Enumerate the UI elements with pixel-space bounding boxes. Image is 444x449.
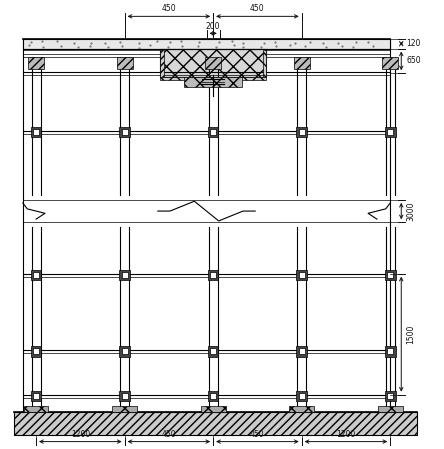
Bar [210,273,216,278]
Bar [385,346,396,357]
Bar [208,127,218,137]
Bar [387,393,393,399]
Bar [296,127,307,137]
Bar [293,57,309,69]
Bar [208,391,218,401]
Bar [387,348,393,354]
Bar [119,270,130,281]
Text: 1200: 1200 [336,430,356,439]
Text: 450: 450 [162,4,176,13]
Bar [160,50,163,77]
Bar [298,129,305,135]
Text: 450: 450 [250,4,265,13]
Bar [14,413,417,435]
Bar [387,129,393,135]
Bar [385,270,396,281]
Bar [33,129,39,135]
Bar [33,393,39,399]
Bar [385,391,396,401]
Bar [122,393,128,399]
Bar [210,129,216,135]
Bar [119,346,130,357]
Text: 450: 450 [250,430,265,439]
Bar [31,270,41,281]
Bar [117,57,133,69]
Text: 200: 200 [206,22,220,31]
Bar [298,273,305,278]
Bar [296,346,307,357]
Bar [33,348,39,354]
Bar [387,273,393,278]
Text: 3000: 3000 [407,201,416,221]
Bar [210,348,216,354]
Text: 1500: 1500 [407,325,416,344]
Bar [263,50,266,77]
Bar [296,391,307,401]
Bar [208,270,218,281]
Bar [385,127,396,137]
Bar [33,273,39,278]
Bar [31,346,41,357]
Bar [298,393,305,399]
Bar [289,406,314,413]
Bar [28,57,44,69]
Bar [205,57,221,69]
Text: 120: 120 [407,39,421,48]
Bar [160,48,266,77]
Bar [382,57,398,69]
Bar [184,77,242,87]
Bar [31,127,41,137]
Bar [160,77,266,80]
Bar [119,127,130,137]
Bar [112,406,137,413]
Bar [122,273,128,278]
Bar [24,406,48,413]
Bar [119,391,130,401]
Bar [23,39,390,48]
Text: 650: 650 [407,57,421,66]
Bar [210,393,216,399]
Bar [122,348,128,354]
Bar [31,391,41,401]
Text: 1200: 1200 [71,430,90,439]
Bar [378,406,403,413]
Bar [122,129,128,135]
Bar [298,348,305,354]
Bar [296,270,307,281]
Text: 450: 450 [162,430,176,439]
Bar [208,346,218,357]
Bar [201,406,226,413]
